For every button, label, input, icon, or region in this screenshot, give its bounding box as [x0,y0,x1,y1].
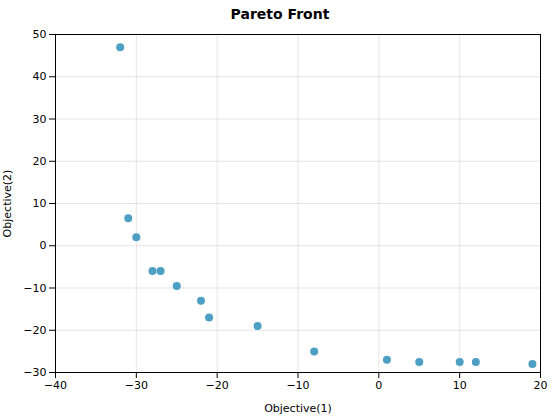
svg-text:−10: −10 [23,282,46,295]
svg-text:50: 50 [33,28,47,41]
svg-text:Objective(2): Objective(2) [1,170,14,238]
svg-text:−30: −30 [23,366,46,379]
svg-text:20: 20 [33,155,47,168]
svg-text:10: 10 [453,379,467,392]
svg-text:−40: −40 [44,379,67,392]
svg-text:Objective(1): Objective(1) [264,402,332,415]
svg-text:20: 20 [534,379,548,392]
svg-text:−30: −30 [125,379,148,392]
html-text:Pareto Front: Pareto Front [230,6,330,22]
svg-text:−20: −20 [23,324,46,337]
svg-text:30: 30 [33,113,47,126]
svg-text:−20: −20 [206,379,229,392]
svg-text:0: 0 [375,379,382,392]
svg-text:0: 0 [40,239,47,252]
svg-text:10: 10 [33,197,47,210]
svg-text:40: 40 [33,70,47,83]
svg-text:−10: −10 [286,379,309,392]
